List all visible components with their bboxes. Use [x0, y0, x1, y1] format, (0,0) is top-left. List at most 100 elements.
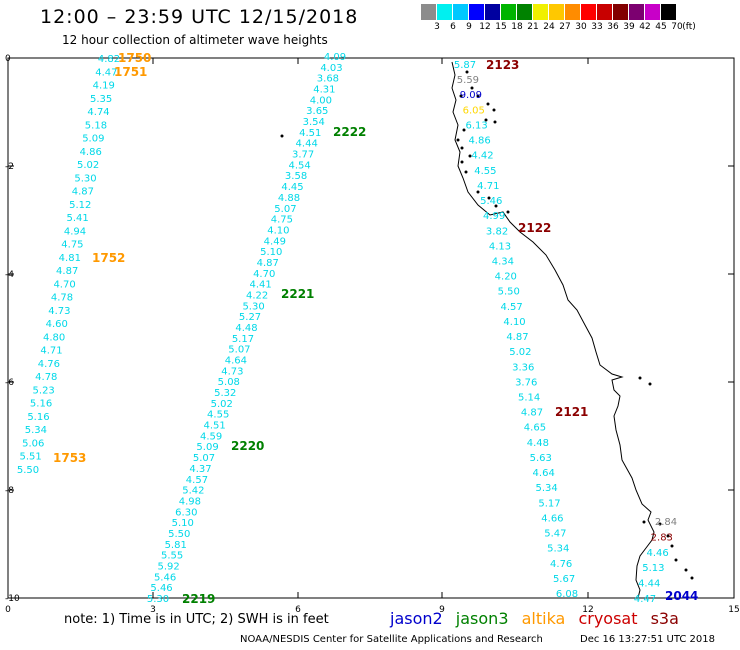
island-dot: [462, 128, 466, 132]
wave-height-value: 2.84: [655, 517, 677, 528]
wave-height-value: 4.60: [46, 319, 68, 330]
wave-height-value: 5.13: [642, 563, 664, 574]
satellite-jason3: jason3: [455, 609, 509, 628]
wave-height-value: 4.66: [541, 513, 563, 524]
island-dot: [464, 170, 468, 174]
wave-height-value: 4.45: [281, 182, 303, 193]
wave-height-value: 6.08: [556, 589, 578, 600]
legend-label: 9: [466, 22, 472, 32]
legend-swatch: [501, 4, 517, 20]
legend-swatch: [453, 4, 469, 20]
legend-swatch: [485, 4, 501, 20]
wave-height-value: 5.50: [168, 529, 190, 540]
wave-height-value: 5.51: [19, 452, 41, 463]
wave-height-value: 4.74: [87, 107, 109, 118]
wave-height-value: 4.70: [253, 269, 275, 280]
wave-height-value: 5.16: [30, 399, 52, 410]
wave-height-value: 4.94: [64, 226, 86, 237]
wave-height-value: 5.09: [82, 134, 104, 145]
island-dot: [670, 544, 674, 548]
wave-height-value: 4.44: [638, 579, 660, 590]
wave-height-value: 4.54: [288, 160, 310, 171]
legend-label: (ft): [682, 22, 696, 32]
wave-height-value: 4.51: [299, 128, 321, 139]
pass-time-label: 1750: [118, 51, 151, 65]
wave-height-value: 4.75: [61, 240, 83, 251]
wave-height-value: 4.87: [56, 266, 78, 277]
wave-height-value: 2.83: [651, 532, 673, 543]
wave-height-value: 4.10: [503, 317, 525, 328]
wave-height-value: 4.57: [186, 475, 208, 486]
wave-height-value: 4.99: [483, 211, 505, 222]
wave-height-value: 3.68: [317, 74, 339, 85]
wave-height-value: 4.73: [48, 306, 70, 317]
legend-label: 18: [511, 22, 523, 32]
legend-swatches: [421, 4, 677, 20]
legend-swatch: [597, 4, 613, 20]
wave-height-value: 5.02: [77, 160, 99, 171]
legend-swatch: [549, 4, 565, 20]
wave-height-value: 5.16: [27, 412, 49, 423]
wave-height-value: 4.00: [310, 95, 332, 106]
island-dot: [487, 196, 491, 200]
legend-label: 24: [543, 22, 555, 32]
coastline: [280, 61, 694, 599]
wave-height-value: 4.73: [221, 366, 243, 377]
wave-height-value: 5.34: [547, 544, 569, 555]
wave-height-value: 5.50: [17, 465, 39, 476]
x-tick-label: 12: [582, 605, 593, 615]
wave-height-value: 5.07: [193, 453, 215, 464]
wave-height-value: 4.19: [93, 81, 115, 92]
legend-label: 70: [671, 22, 683, 32]
wave-height-value: 4.34: [492, 256, 514, 267]
wave-height-value: 4.78: [35, 372, 57, 383]
legend-label: 27: [559, 22, 571, 32]
wave-height-value: 4.03: [320, 63, 342, 74]
wave-height-value: 3.54: [303, 117, 325, 128]
legend-label: 3: [434, 22, 440, 32]
island-dot: [648, 382, 652, 386]
wave-height-value: 5.08: [218, 377, 240, 388]
pass-time-label: 2221: [281, 287, 314, 301]
island-dot: [476, 94, 480, 98]
map-title: 12:00 – 23:59 UTC 12/15/2018: [40, 6, 359, 28]
wave-height-value: 4.87: [257, 258, 279, 269]
wave-height-value: 5.17: [538, 498, 560, 509]
y-tick-label: -2: [5, 162, 14, 172]
wave-height-value: 4.75: [271, 215, 293, 226]
island-dot: [658, 522, 662, 526]
wave-height-value: 5.63: [530, 453, 552, 464]
wave-height-value: 5.81: [165, 540, 187, 551]
wave-height-value: 4.51: [204, 421, 226, 432]
pass-time-label: 1751: [114, 65, 147, 79]
island-dot: [666, 534, 670, 538]
wave-height-value: 5.10: [172, 518, 194, 529]
wave-height-value: 3.65: [306, 106, 328, 117]
legend-swatch: [469, 4, 485, 20]
legend-label: 36: [607, 22, 619, 32]
legend-swatch: [421, 4, 437, 20]
legend-label: 30: [575, 22, 587, 32]
wave-height-value: 4.65: [524, 423, 546, 434]
satellite-altika: altika: [521, 609, 566, 628]
y-tick-label: -8: [5, 486, 14, 496]
wave-height-value: 4.48: [527, 438, 549, 449]
wave-height-value: 5.23: [33, 385, 55, 396]
legend-swatch: [645, 4, 661, 20]
wave-height-value: 5.12: [69, 200, 91, 211]
legend-swatch: [517, 4, 533, 20]
wave-height-value: 5.30: [147, 594, 169, 605]
pass-time-label: 1753: [53, 451, 86, 465]
wave-height-value: 5.47: [544, 529, 566, 540]
wave-height-value: 4.88: [278, 193, 300, 204]
wave-height-value: 5.87: [454, 60, 476, 71]
island-dot: [456, 138, 460, 142]
island-dot: [674, 558, 678, 562]
wave-height-value: 5.92: [157, 561, 179, 572]
plot-border: [7, 57, 735, 599]
wave-height-value: 5.07: [274, 204, 296, 215]
island-dot: [690, 576, 694, 580]
legend-swatch: [629, 4, 645, 20]
island-dot: [486, 102, 490, 106]
wave-height-value: 5.32: [214, 388, 236, 399]
